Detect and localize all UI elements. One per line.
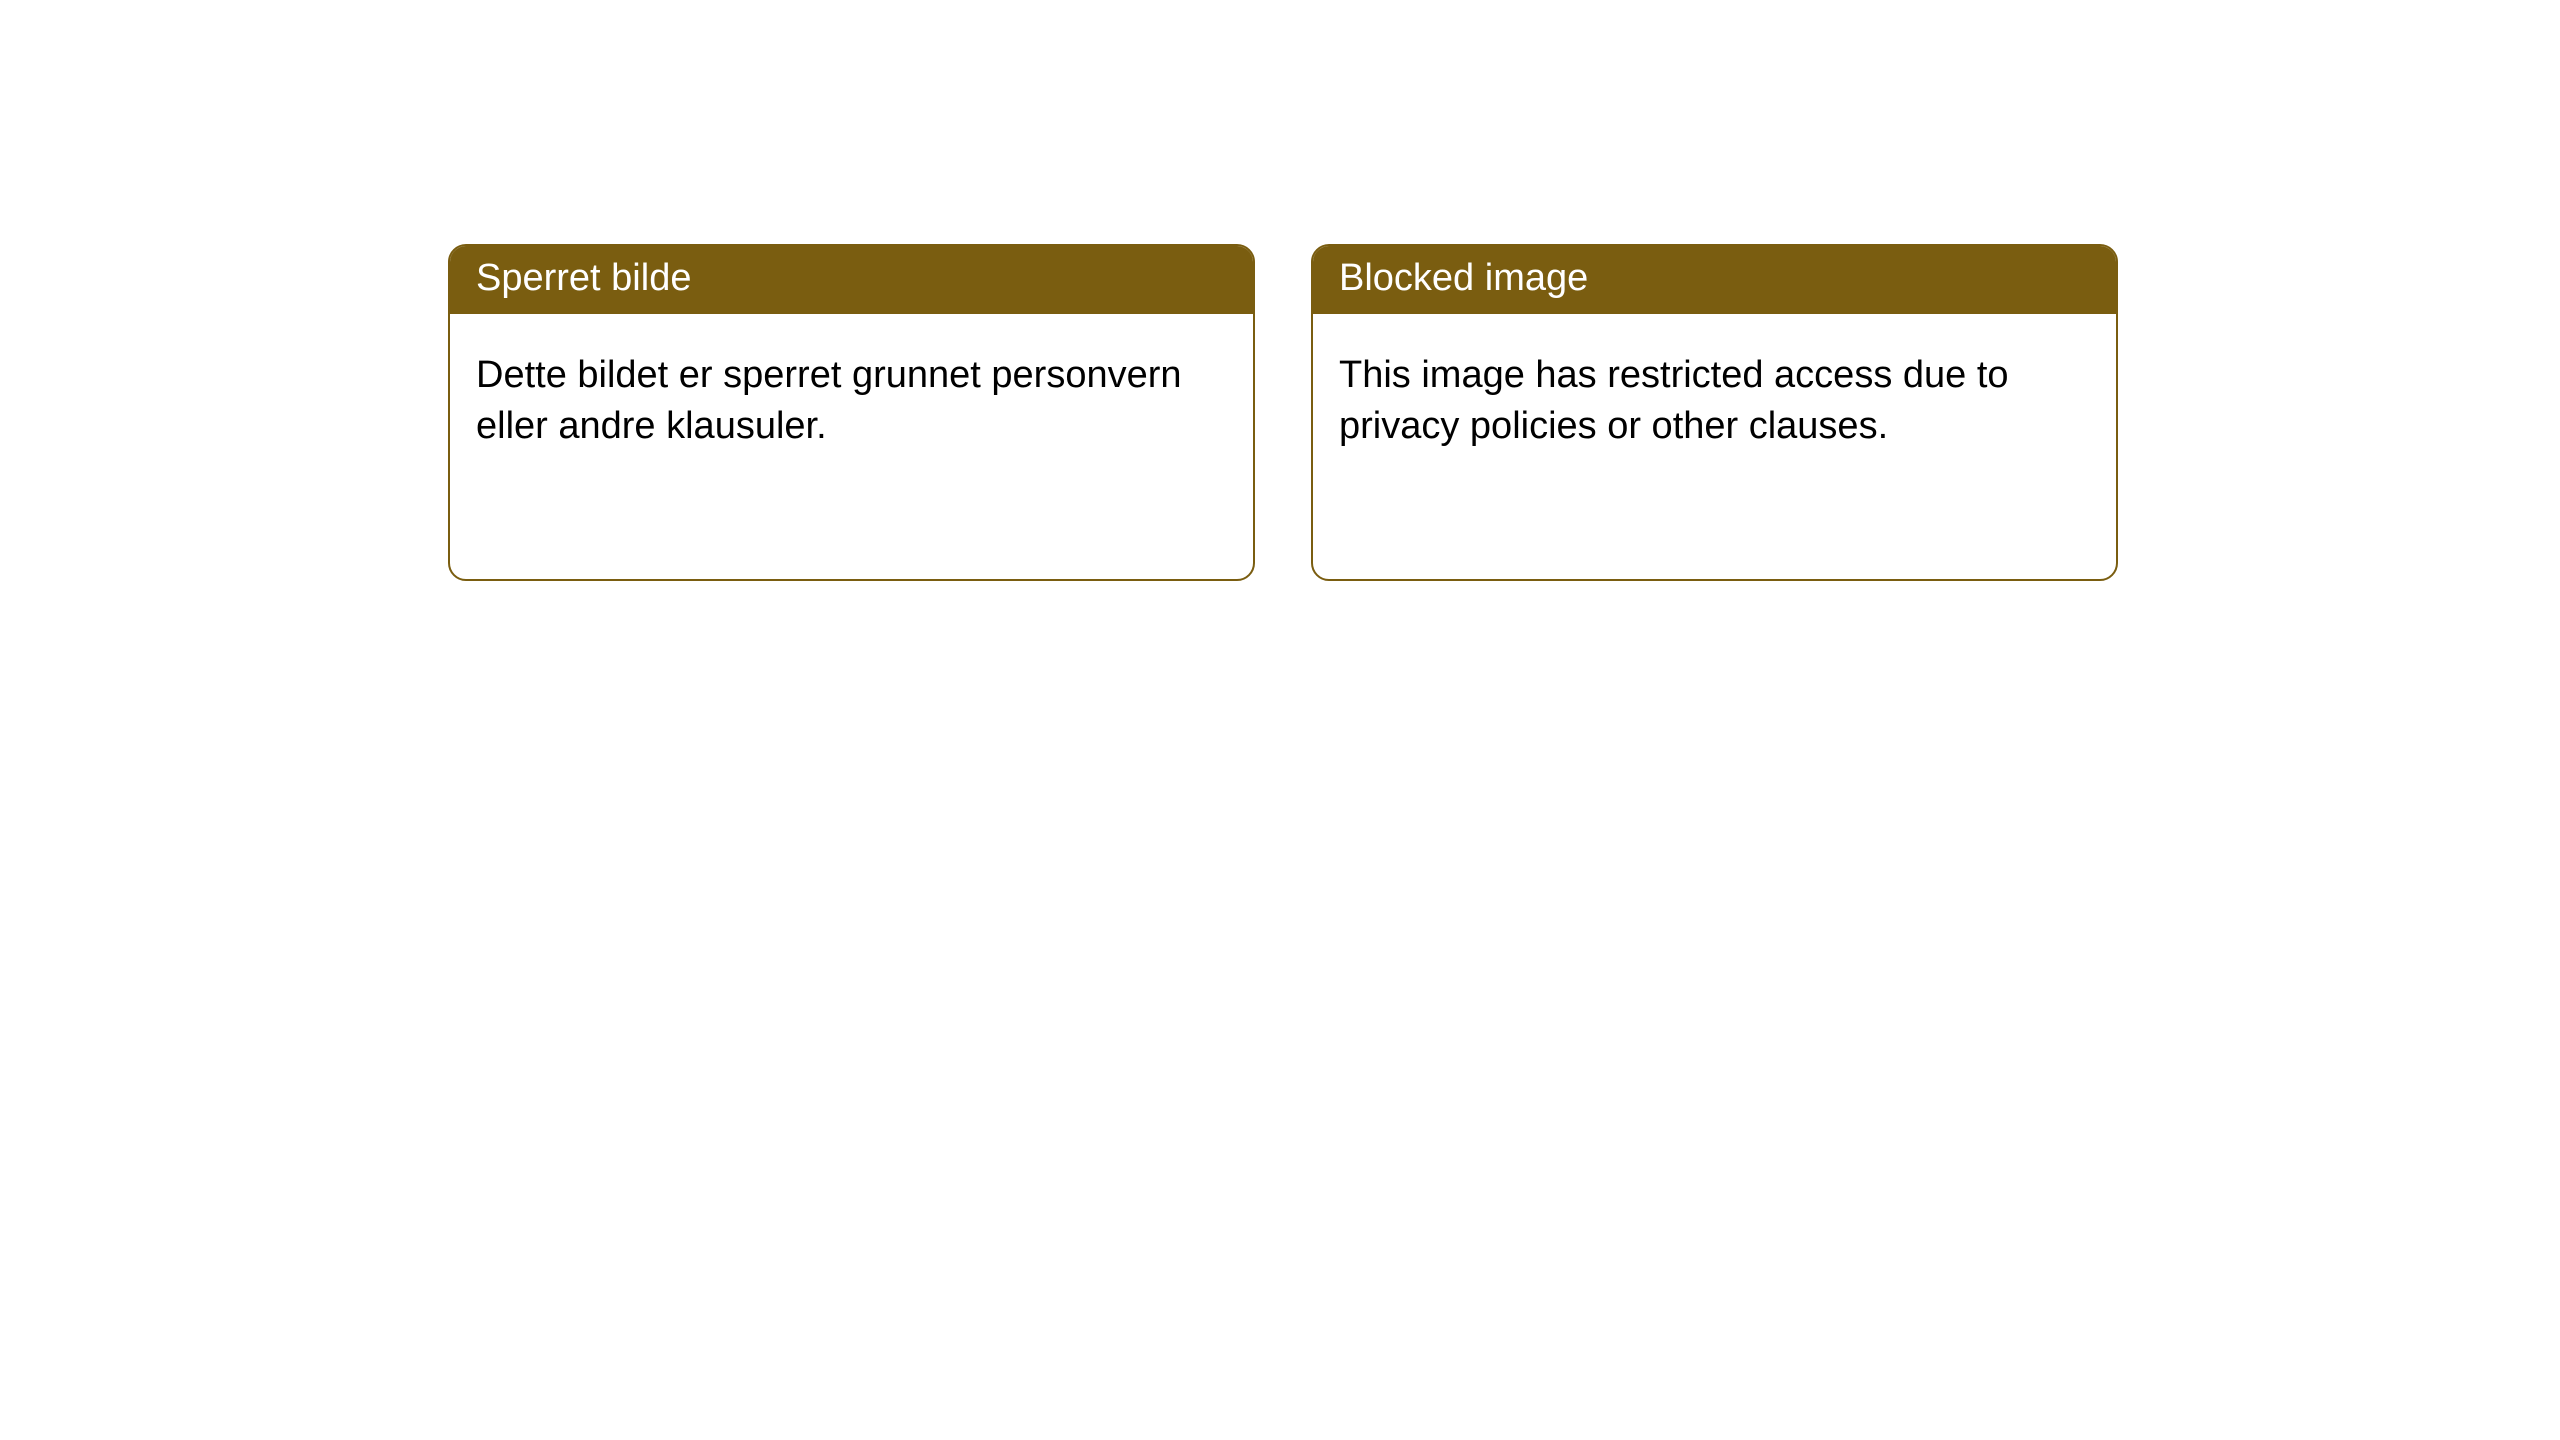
card-body: This image has restricted access due to … <box>1313 314 2116 479</box>
blocked-image-card-en: Blocked image This image has restricted … <box>1311 244 2118 581</box>
blocked-image-card-no: Sperret bilde Dette bildet er sperret gr… <box>448 244 1255 581</box>
card-body: Dette bildet er sperret grunnet personve… <box>450 314 1253 479</box>
card-header: Blocked image <box>1313 246 2116 314</box>
card-header: Sperret bilde <box>450 246 1253 314</box>
notice-container: Sperret bilde Dette bildet er sperret gr… <box>0 0 2560 581</box>
